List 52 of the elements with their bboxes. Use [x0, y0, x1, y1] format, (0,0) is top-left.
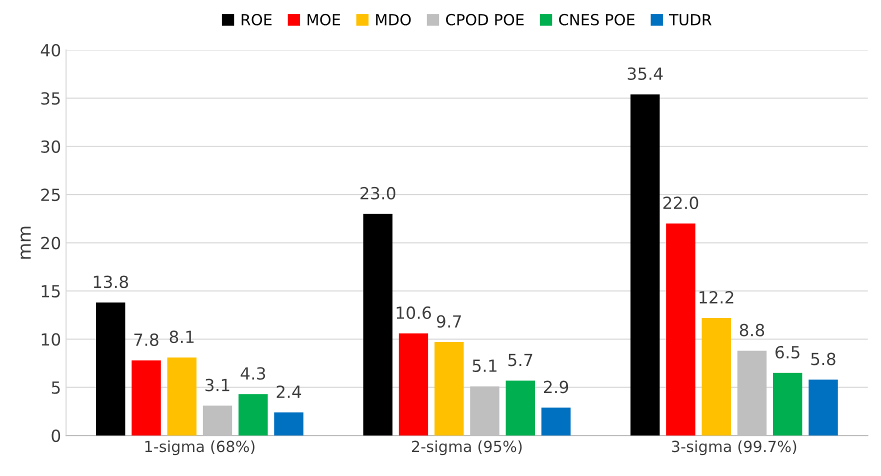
legend-label: TUDR [669, 14, 712, 26]
legend-label: MOE [308, 14, 340, 26]
bar [541, 408, 571, 436]
x-tick-label: 2-sigma (95%) [412, 440, 522, 456]
y-tick-label: 40 [40, 44, 60, 57]
data-label: 8.1 [170, 330, 194, 344]
data-label: 5.8 [811, 352, 836, 366]
data-label: 3.1 [206, 378, 230, 392]
bar [238, 394, 268, 436]
bar [506, 380, 535, 436]
x-tick-label: 1-sigma (68%) [145, 440, 254, 456]
bar [96, 302, 126, 436]
data-label: 13.8 [94, 276, 128, 288]
bar [434, 342, 464, 436]
bar [630, 94, 660, 436]
data-label: 5.7 [508, 354, 532, 366]
data-label: 4.3 [240, 367, 266, 380]
data-label: 2.4 [276, 385, 302, 398]
y-tick-label: 30 [41, 140, 60, 153]
data-label: 12.2 [700, 290, 734, 304]
bar [167, 357, 196, 436]
data-label: 23.0 [360, 186, 396, 200]
data-label: 5.1 [472, 360, 496, 372]
legend-label: CPOD POE [446, 14, 524, 26]
y-tick-label: 15 [42, 285, 60, 298]
data-label: 8.8 [740, 324, 764, 336]
bar [132, 360, 161, 436]
y-tick-label: 5 [52, 382, 60, 394]
bar [666, 223, 696, 436]
bar [808, 380, 838, 436]
bar [773, 372, 802, 436]
data-label: 10.6 [396, 306, 431, 320]
legend-label: CNES POE [559, 14, 634, 26]
y-tick-label: 10 [42, 333, 60, 346]
bar [363, 214, 392, 436]
legend-label: MDO [376, 14, 411, 26]
data-label: 6.5 [776, 346, 800, 359]
data-label: 9.7 [436, 315, 461, 328]
y-tick-label: 35 [41, 92, 60, 105]
x-tick-label: 3-sigma (99.7%) [672, 440, 796, 456]
legend-label: ROE [242, 14, 272, 26]
y-tick-label: 0 [52, 430, 60, 442]
y-tick-label: 25 [41, 188, 60, 202]
data-label: 7.8 [134, 333, 158, 346]
bar [702, 318, 731, 436]
data-label: 35.4 [628, 67, 663, 80]
y-tick-label: 20 [41, 236, 60, 250]
bar [398, 333, 428, 436]
bar [274, 412, 304, 436]
data-label: 2.9 [544, 380, 568, 394]
y-axis-title: mm [20, 226, 31, 259]
data-label: 22.0 [663, 196, 698, 210]
